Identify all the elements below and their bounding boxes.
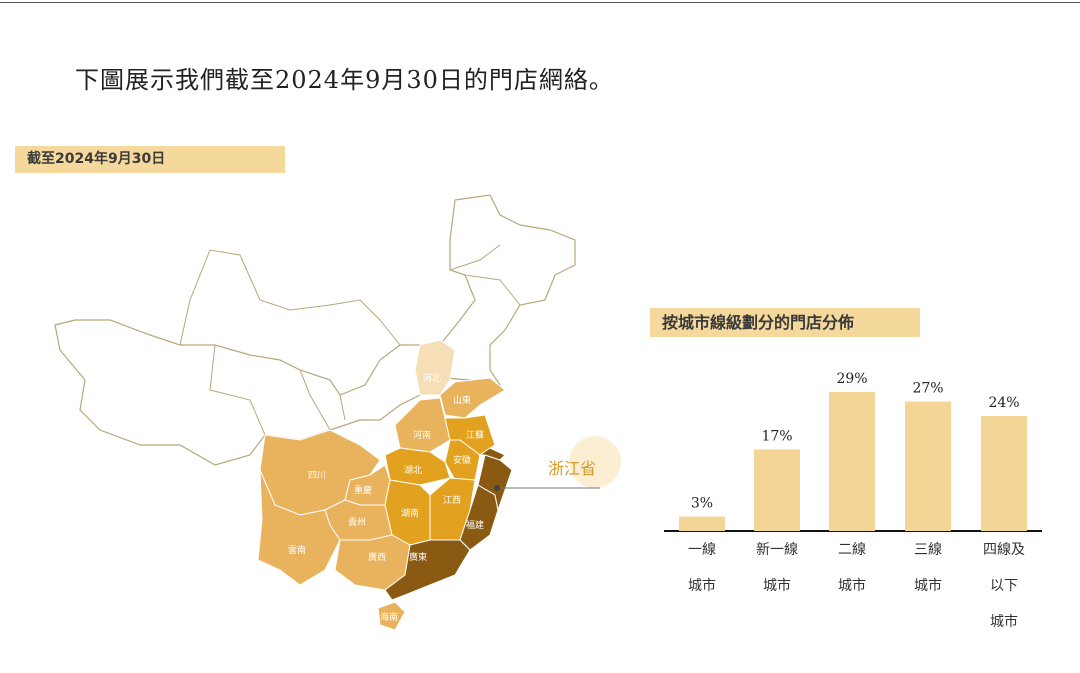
x-tick-label-line: 城市: [838, 578, 866, 594]
province-label: 雲南: [288, 544, 306, 556]
province-label: 江蘇: [466, 429, 484, 441]
data-label: 27%: [912, 381, 943, 397]
x-tick-label-line: 三線: [914, 542, 942, 558]
bar: [905, 401, 951, 531]
province-label: 廣西: [368, 551, 386, 563]
chart-title: 按城市線級劃分的門店分佈: [650, 308, 920, 337]
x-tick-label-line: 二線: [838, 542, 866, 558]
x-tick-label: 三線 城市: [898, 532, 958, 604]
province-label: 福建: [466, 519, 484, 531]
x-tick-label-line: 以下: [990, 578, 1018, 594]
zhejiang-label: 浙江省: [548, 459, 596, 478]
province-label: 江西: [443, 495, 461, 506]
page-title: 下圖展示我們截至2024年9月30日的門店網絡。: [75, 66, 614, 94]
x-tick-label: 二線 城市: [822, 532, 882, 604]
province-label: 山東: [453, 394, 471, 406]
x-tick-label: 一線 城市: [672, 532, 732, 604]
x-tick-label: 四線及 以下 城市: [974, 532, 1034, 640]
x-tick-label-line: 新一線: [756, 542, 798, 558]
data-label: 24%: [988, 395, 1019, 411]
province-region: [377, 601, 406, 631]
province-region: [257, 469, 341, 586]
x-tick-label-line: 城市: [990, 614, 1018, 630]
data-label: 17%: [761, 429, 792, 445]
province-label: 湖北: [404, 465, 422, 476]
x-tick-label-line: 一線: [688, 542, 716, 558]
province-label: 湖南: [401, 507, 419, 519]
x-tick-label-line: 城市: [763, 578, 791, 594]
top-divider: [0, 2, 1080, 3]
zhejiang-callout: [494, 436, 621, 491]
province-region: [384, 539, 471, 601]
inner-borders: [179, 244, 521, 436]
province-label: 海南: [380, 611, 398, 623]
x-tick-label-line: 四線及: [983, 542, 1025, 558]
province-region: [414, 339, 456, 396]
x-tick-label-line: 城市: [688, 578, 716, 594]
bar: [829, 392, 875, 531]
province-label: 河南: [413, 429, 431, 441]
province-region-shanghai: [478, 447, 506, 461]
bar: [754, 449, 800, 531]
province-label: 河北: [423, 372, 441, 384]
x-tick-label-line: 城市: [914, 578, 942, 594]
province-label: 貴州: [348, 516, 366, 528]
province-region: [439, 377, 506, 419]
data-label: 29%: [836, 371, 867, 387]
province-label: 安徽: [453, 454, 471, 466]
x-tick-label: 新一線 城市: [747, 532, 807, 604]
province-label: 廣東: [409, 551, 427, 563]
callout-dot: [494, 485, 500, 491]
highlight-circle: [569, 436, 621, 488]
data-label: 3%: [691, 496, 713, 512]
map-date-label: 截至2024年9月30日: [15, 146, 285, 173]
province-label: 重慶: [354, 484, 372, 496]
bar: [981, 415, 1027, 531]
province-label: 四川: [308, 471, 326, 481]
bar: [679, 516, 725, 531]
